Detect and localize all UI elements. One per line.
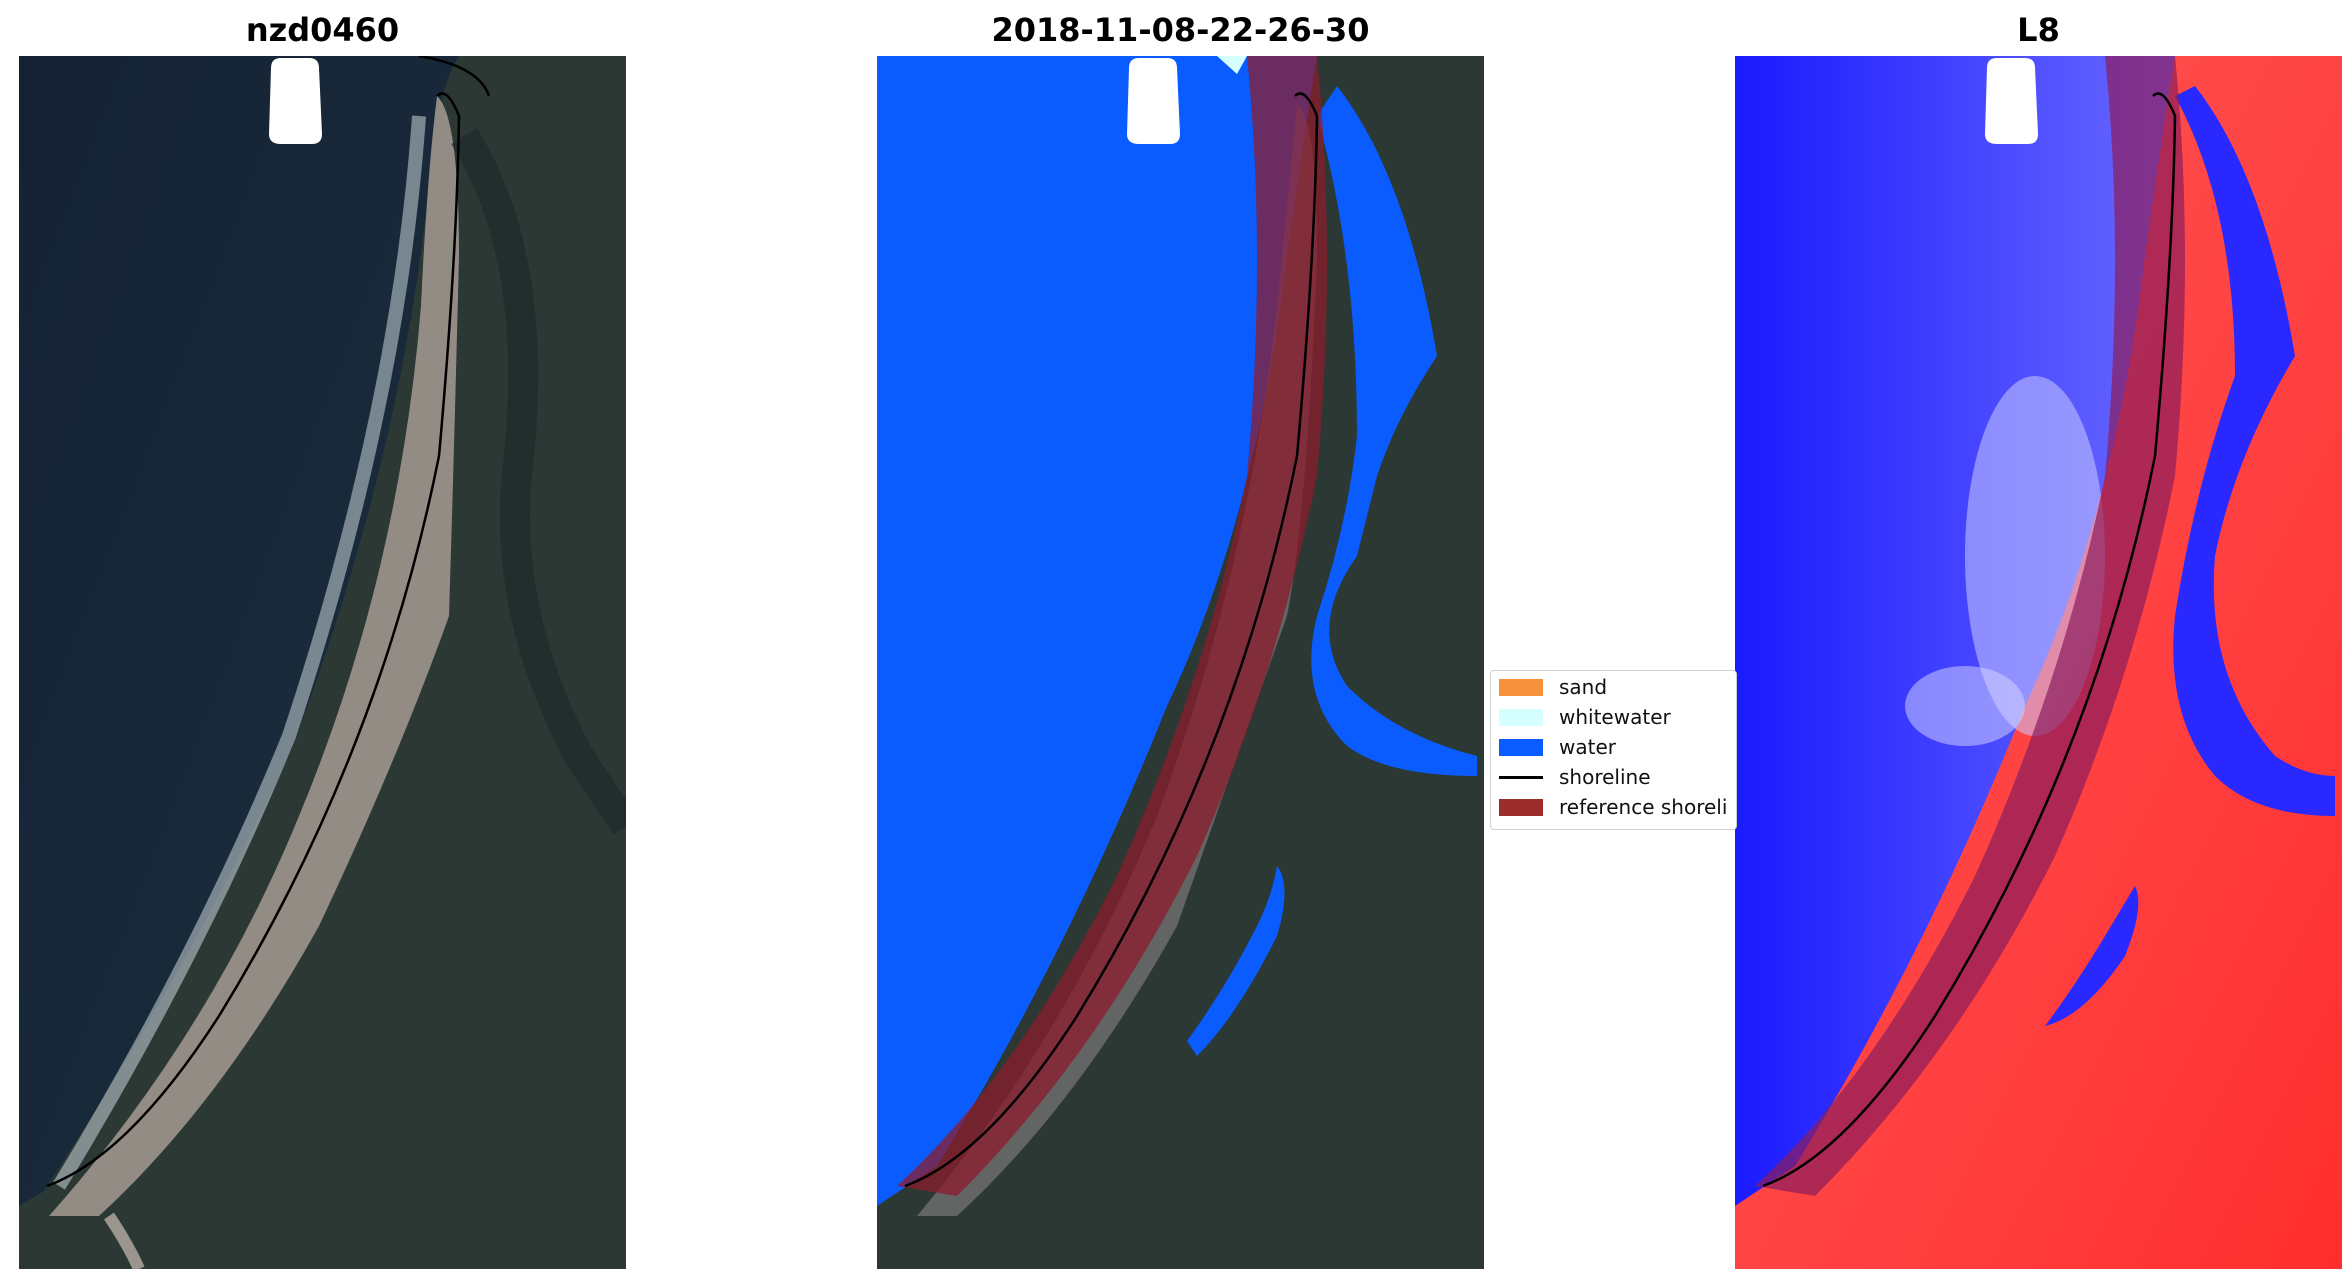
panel-title-classified: 2018-11-08-22-26-30 — [991, 11, 1370, 49]
river-bed — [104, 1212, 145, 1269]
legend-label: shoreline — [1559, 765, 1651, 789]
legend-item-water: water — [1499, 733, 1616, 761]
legend-item-sand: sand — [1499, 673, 1607, 701]
classified-image — [877, 56, 1484, 1269]
legend-label: sand — [1559, 675, 1608, 699]
classified-image-panel — [877, 56, 1484, 1269]
shoreline-line — [46, 92, 461, 1188]
legend-swatch-whitewater — [1499, 708, 1543, 726]
shoreline-line — [1762, 92, 2177, 1188]
legend: sand whitewater water shoreline referenc… — [1490, 670, 1737, 830]
l8-index-panel — [1735, 56, 2342, 1269]
legend-item-shoreline: shoreline — [1499, 763, 1651, 791]
water-class-area — [877, 56, 1317, 1206]
shoreline-line — [904, 92, 1319, 1188]
sand-beach — [49, 96, 459, 1216]
rgb-image — [19, 56, 626, 1269]
legend-line-shoreline — [1499, 775, 1543, 779]
legend-swatch-sand — [1499, 678, 1543, 696]
legend-label: reference shoreli — [1559, 795, 1728, 819]
water-index-area — [1735, 56, 2175, 1206]
cloud-mask — [1985, 58, 2038, 144]
whitewater-class — [1217, 56, 1247, 74]
cloud-haze-2 — [1905, 666, 2025, 746]
reference-shoreline-buffer — [1755, 56, 2185, 1196]
estuary-water-index — [2173, 86, 2335, 816]
cloud-mask — [1127, 58, 1180, 144]
lagoon-water-class — [1187, 866, 1285, 1056]
estuary-channel — [451, 128, 626, 835]
estuary-water-class — [1311, 86, 1477, 776]
legend-swatch-reference-shoreline — [1499, 798, 1543, 816]
panel-title-rgb: nzd0460 — [245, 11, 400, 49]
legend-swatch-water — [1499, 738, 1543, 756]
rgb-image-panel — [19, 56, 626, 1269]
legend-item-whitewater: whitewater — [1499, 703, 1671, 731]
lagoon-water-index — [2045, 886, 2139, 1026]
l8-index-image — [1735, 56, 2342, 1269]
legend-label: water — [1559, 735, 1616, 759]
legend-label: whitewater — [1559, 705, 1671, 729]
ocean-area — [19, 56, 459, 1206]
panel-title-l8: L8 — [2017, 11, 2060, 49]
cloud-mask — [269, 58, 322, 144]
shoreline-north-line — [418, 56, 491, 97]
surf-zone — [53, 115, 426, 1190]
legend-item-reference-shoreline: reference shoreli — [1499, 793, 1727, 821]
reference-shoreline-buffer — [897, 56, 1327, 1196]
